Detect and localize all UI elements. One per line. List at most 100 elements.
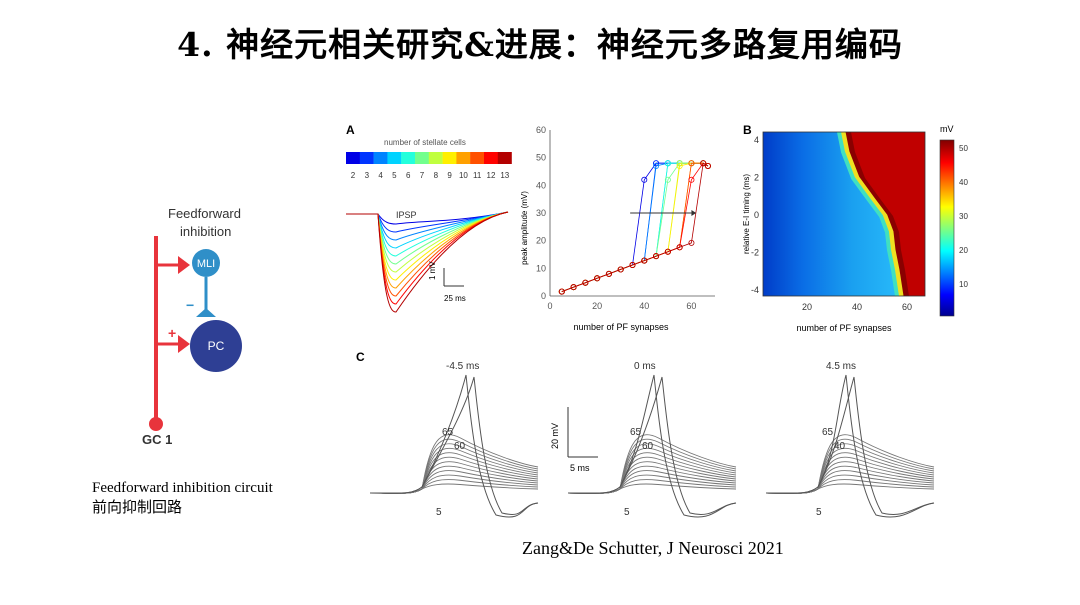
timing-label: -4.5 ms bbox=[446, 361, 479, 372]
colorbar-tick: 11 bbox=[473, 171, 482, 180]
y-tick: 30 bbox=[536, 208, 546, 218]
feedforward-circuit-diagram: Feedforward inhibition + MLI − PC GC 1 bbox=[142, 206, 242, 447]
heatmap-y-tick: -4 bbox=[751, 285, 759, 295]
ipsp-label: IPSP bbox=[396, 210, 417, 220]
amplitude-series-line bbox=[561, 162, 709, 292]
y-tick: 40 bbox=[536, 180, 546, 190]
heatmap-x-tick: 20 bbox=[802, 302, 812, 312]
amplitude-point bbox=[558, 288, 565, 295]
amplitude-point bbox=[605, 270, 612, 277]
amplitude-series-line bbox=[561, 162, 709, 292]
trace-label: 5 bbox=[816, 507, 822, 518]
mv-colorbar-tick: 40 bbox=[959, 178, 968, 187]
panel-a-ipsp: A number of stellate cells 2 3 4 5 6 7 8 9 10 11 1… bbox=[346, 123, 512, 313]
colorbar-segment bbox=[428, 152, 443, 164]
colorbar-segment bbox=[387, 152, 402, 164]
colorbar-tick: 9 bbox=[447, 171, 452, 180]
ipsp-trace bbox=[346, 211, 509, 265]
amplitude-series-line bbox=[561, 162, 709, 292]
colorbar-tick: 8 bbox=[434, 171, 439, 180]
colorbar-segment bbox=[415, 152, 429, 164]
subthreshold-trace bbox=[369, 470, 539, 494]
plus-sign: + bbox=[168, 325, 176, 341]
amplitude-xlabel: number of PF synapses bbox=[573, 322, 669, 332]
pc-label: PC bbox=[208, 339, 225, 353]
ipsp-trace bbox=[346, 211, 509, 281]
spike-trace bbox=[765, 376, 935, 515]
figure-caption: Feedforward inhibition circuit 前向抑制回路 bbox=[92, 478, 273, 518]
x-tick: 40 bbox=[639, 301, 649, 311]
colorbar-segment bbox=[470, 152, 485, 164]
trace-label: 40 bbox=[834, 441, 846, 452]
colorbar-tick: 4 bbox=[378, 171, 383, 180]
x-tick: 0 bbox=[547, 301, 552, 311]
mv-colorbar-ticks: 50 40 30 20 10 bbox=[959, 144, 968, 289]
y-tick: 20 bbox=[536, 236, 546, 246]
subthreshold-trace bbox=[369, 479, 539, 494]
colorbar-segment bbox=[401, 152, 416, 164]
amplitude-point bbox=[688, 176, 695, 183]
scale-ms-label: 25 ms bbox=[444, 294, 466, 303]
excitatory-synapse-pc bbox=[178, 335, 190, 353]
colorbar-tick: 2 bbox=[351, 171, 356, 180]
y-tick: 0 bbox=[541, 291, 546, 301]
amplitude-point bbox=[700, 160, 707, 167]
amplitude-series bbox=[558, 160, 711, 295]
amplitude-point bbox=[594, 275, 601, 282]
inhibitory-synapse bbox=[196, 308, 216, 317]
shift-arrow-head bbox=[691, 210, 697, 216]
spike-trace bbox=[765, 374, 935, 518]
timing-label: 4.5 ms bbox=[826, 361, 856, 372]
amplitude-series-line bbox=[561, 162, 709, 292]
heatmap-frame bbox=[762, 131, 926, 297]
amplitude-point bbox=[664, 160, 671, 167]
trace-label: 60 bbox=[454, 441, 466, 452]
spike-trace bbox=[567, 376, 737, 515]
mv-colorbar-unit: mV bbox=[940, 124, 954, 134]
colorbar-tick: 3 bbox=[365, 171, 370, 180]
heatmap-y-tick: 4 bbox=[754, 135, 759, 145]
amplitude-series-line bbox=[561, 162, 709, 292]
amplitude-point bbox=[629, 262, 636, 269]
heatmap-x-tick: 60 bbox=[902, 302, 912, 312]
c-scale-ms-label: 5 ms bbox=[570, 463, 590, 473]
heatmap-ylabel: relative E-I timing (ms) bbox=[742, 174, 751, 254]
amplitude-point bbox=[704, 162, 711, 169]
mv-colorbar-tick: 10 bbox=[959, 280, 968, 289]
ipsp-trace bbox=[346, 211, 509, 225]
y-tick: 10 bbox=[536, 263, 546, 273]
amplitude-point bbox=[570, 284, 577, 291]
amplitude-series-line bbox=[561, 162, 709, 292]
mv-colorbar bbox=[939, 139, 955, 317]
amplitude-series-line bbox=[561, 162, 709, 292]
ipsp-trace bbox=[346, 211, 509, 313]
minus-sign: − bbox=[186, 297, 194, 313]
ipsp-trace bbox=[346, 211, 509, 233]
spike-trace bbox=[369, 376, 539, 515]
mli-cell bbox=[192, 249, 220, 277]
circuit-title-line1: Feedforward bbox=[168, 206, 241, 221]
colorbar-title: number of stellate cells bbox=[384, 138, 466, 147]
colorbar-segment bbox=[442, 152, 457, 164]
ipsp-trace bbox=[346, 211, 509, 289]
panel-c-label: C bbox=[356, 350, 365, 364]
c-scale-mv-label: 20 mV bbox=[550, 423, 560, 449]
excitatory-synapse-mli bbox=[178, 256, 190, 274]
ipsp-trace bbox=[346, 211, 509, 305]
slide-title: 4. 神经元相关研究&进展：神经元多路复用编码 bbox=[177, 25, 903, 64]
colorbar-segment bbox=[456, 152, 471, 164]
colorbar-tick: 6 bbox=[406, 171, 411, 180]
colorbar-tick: 7 bbox=[420, 171, 425, 180]
pc-cell bbox=[190, 320, 242, 372]
colorbar-segment bbox=[373, 152, 388, 164]
x-tick: 20 bbox=[592, 301, 602, 311]
citation: Zang&De Schutter, J Neurosci 2021 bbox=[522, 538, 784, 558]
trace-label: 65 bbox=[442, 427, 454, 438]
heatmap-y-tick: 2 bbox=[754, 173, 759, 183]
ipsp-trace bbox=[346, 211, 509, 273]
stellate-colorbar-ticks: 2 3 4 5 6 7 8 9 10 11 12 13 bbox=[351, 171, 510, 180]
mli-label: MLI bbox=[197, 258, 215, 270]
mv-colorbar-tick: 30 bbox=[959, 212, 968, 221]
